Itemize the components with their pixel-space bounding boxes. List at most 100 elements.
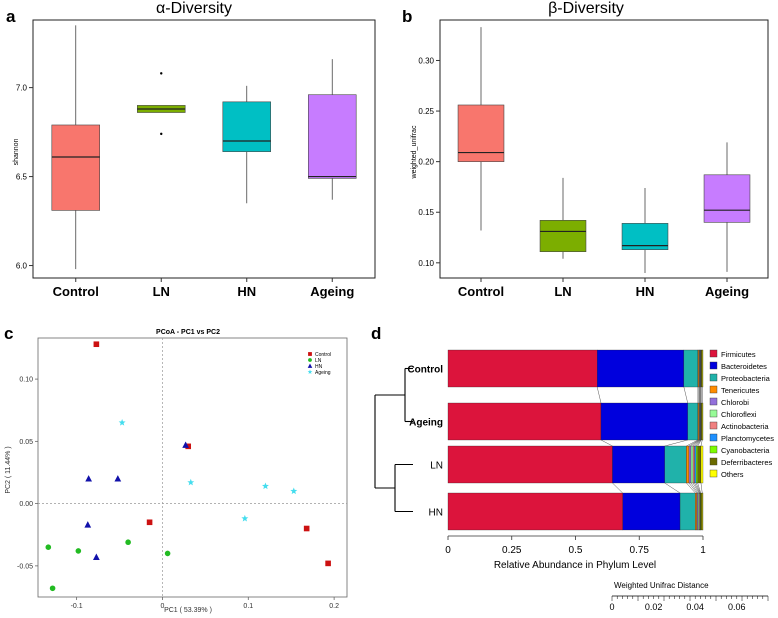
pcoa-point-ageing [262, 482, 269, 490]
phylum-segment-firmicutes [447, 445, 613, 484]
phylum-connector [686, 482, 696, 494]
pcoa-xtick-label: 0 [161, 603, 165, 610]
phylum-connector [596, 386, 602, 404]
alpha-outlier-point [160, 132, 163, 136]
phylum-legend-label: Deferribacteres [721, 458, 773, 467]
phylum-legend-swatch-actinobacteria [709, 421, 718, 430]
pcoa-point-control [93, 341, 100, 348]
phylum-segment-firmicutes [447, 402, 602, 441]
alpha-ytick-label: 6.5 [16, 173, 28, 182]
phylum-segment-bacteroidetes [622, 492, 681, 531]
phylum-segment-others [700, 445, 704, 484]
phylum-connector [688, 482, 698, 494]
phylum-xtick-label: 0.5 [569, 545, 583, 556]
phylum-segment-chlorobi [688, 445, 692, 484]
phylum-bar-label: HN [429, 508, 443, 519]
phylum-connector [600, 439, 613, 447]
phylum-connector [697, 482, 701, 494]
phylum-segment-proteobacteria [679, 492, 696, 531]
alpha-xtick-label: LN [153, 284, 170, 299]
pcoa-legend-label: HN [315, 364, 323, 370]
pcoa-point-hn [114, 475, 122, 482]
beta-plot-area: 0.10 0.15 0.20 0.25 0.30 Control LN HN Ageing [418, 19, 769, 299]
pcoa-plot-area: -0.1 0 0.1 0.2 -0.05 0.00 0.05 0.10 ControlLNHNA… [17, 337, 348, 610]
beta-box-ageing [703, 174, 751, 223]
phylum-segment-proteobacteria [683, 349, 699, 388]
phylum-segment-bacteroidetes [600, 402, 688, 441]
beta-ylabel: weighted_unifrac [411, 125, 418, 179]
phylum-legend-swatch-firmicutes [709, 349, 718, 358]
phylum-segment-proteobacteria [687, 402, 699, 441]
phylum-legend-swatch-planctomycetes [709, 433, 718, 442]
phylum-legend-label: Bacteroidetes [721, 362, 767, 371]
pcoa-ytick-label: -0.05 [17, 563, 33, 570]
alpha-title: α-Diversity [156, 0, 232, 17]
panel-label-a: a [6, 7, 16, 26]
phylum-segment-firmicutes [447, 349, 598, 388]
pcoa-legend-marker-ageing [307, 369, 313, 374]
phylum-bar-label: Control [407, 365, 443, 376]
beta-xtick-label: Control [458, 284, 504, 299]
beta-ytick-label: 0.20 [418, 158, 434, 167]
pcoa-point-ln [125, 539, 131, 546]
phylum-connector [700, 439, 703, 447]
phylum-xtick-label: 0.25 [502, 545, 522, 556]
phylum-legend-label: Chlorobi [721, 398, 749, 407]
alpha-ytick-label: 7.0 [16, 84, 28, 93]
alpha-box-hn [222, 101, 271, 152]
phylum-segment-cyanobacteria [695, 445, 698, 484]
pcoa-xtick-label: 0.1 [243, 603, 253, 610]
pcoa-legend-label: LN [315, 358, 322, 364]
beta-xtick-label: HN [636, 284, 655, 299]
phylum-segment-tenericutes [697, 349, 700, 388]
phylum-legend-label: Others [721, 470, 744, 479]
panel-label-d: d [371, 324, 381, 343]
phylum-segment-deferribacteres [701, 349, 703, 388]
beta-plot-frame [439, 19, 769, 279]
phylum-legend-swatch-tenericutes [709, 385, 718, 394]
phylum-xlabel: Relative Abundance in Phylum Level [494, 560, 656, 571]
phylum-connector [612, 482, 623, 494]
panel-label-c: c [4, 324, 13, 343]
dendrogram-scale-label: 0.02 [645, 602, 663, 612]
pcoa-point-hn [93, 553, 100, 560]
phylum-connector [697, 439, 702, 447]
phylum-segment-others [702, 402, 704, 441]
alpha-ylabel: shannon [13, 138, 20, 165]
pcoa-ytick-label: 0.05 [19, 439, 33, 446]
beta-ytick-label: 0.10 [418, 259, 434, 268]
phylum-legend-swatch-bacteroidetes [709, 361, 718, 370]
phylum-xtick-label: 0 [445, 545, 451, 556]
dendrogram-scale-title: Weighted Unifrac Distance [614, 581, 709, 590]
beta-diversity-chart: β-Diversity weighted_unifrac 0.10 0.15 0.2… [411, 0, 769, 299]
pcoa-chart: PCoA - PC1 vs PC2 PC1 ( 53.39% ) PC2 ( 1… [5, 329, 348, 614]
phylum-legend-swatch-chlorobi [709, 397, 718, 406]
phylum-connector [683, 386, 688, 404]
pcoa-legend-marker-control [308, 352, 312, 356]
phylum-segment-tenericutes [697, 402, 700, 441]
pcoa-point-hn [84, 521, 92, 528]
beta-ytick-label: 0.30 [418, 56, 434, 65]
pcoa-point-ageing [187, 478, 195, 486]
phylum-segment-deferribacteres [701, 402, 703, 441]
pcoa-ytick-label: 0.10 [19, 377, 33, 384]
phylum-segment-tenericutes [695, 492, 698, 531]
pcoa-point-hn [182, 441, 189, 448]
phylum-connector [688, 439, 700, 447]
phylum-xtick-label: 1 [700, 545, 706, 556]
phylum-legend-swatch-cyanobacteria [709, 445, 718, 454]
dendrogram-scale-label: 0.06 [728, 602, 746, 612]
phylum-connector [692, 439, 701, 447]
pcoa-point-ageing [241, 514, 249, 522]
alpha-xtick-label: Ageing [310, 284, 354, 299]
phylum-legend-label: Cyanobacteria [721, 446, 770, 455]
alpha-box-control [51, 124, 100, 211]
phylum-segment-tenericutes [686, 445, 690, 484]
phylum-segment-chloroflexi [690, 445, 694, 484]
phylum-connector [664, 439, 688, 447]
phylum-segment-proteobacteria [664, 445, 687, 484]
pcoa-ytick-label: 0.00 [19, 501, 33, 508]
phylum-connector [690, 439, 700, 447]
phylum-legend-label: Proteobacteria [721, 374, 771, 383]
